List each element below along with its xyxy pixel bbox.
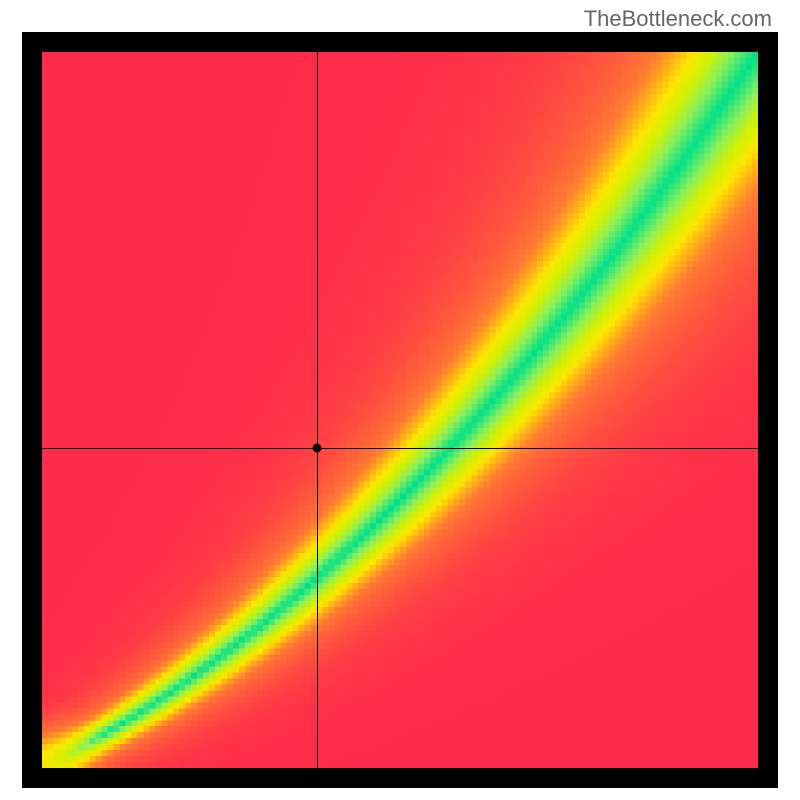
crosshair-point — [312, 443, 321, 452]
heatmap-canvas — [42, 52, 758, 768]
watermark-text: TheBottleneck.com — [584, 6, 772, 32]
plot-area — [42, 52, 758, 768]
plot-frame — [22, 32, 778, 788]
crosshair-horizontal — [42, 448, 758, 449]
crosshair-vertical — [317, 52, 318, 768]
